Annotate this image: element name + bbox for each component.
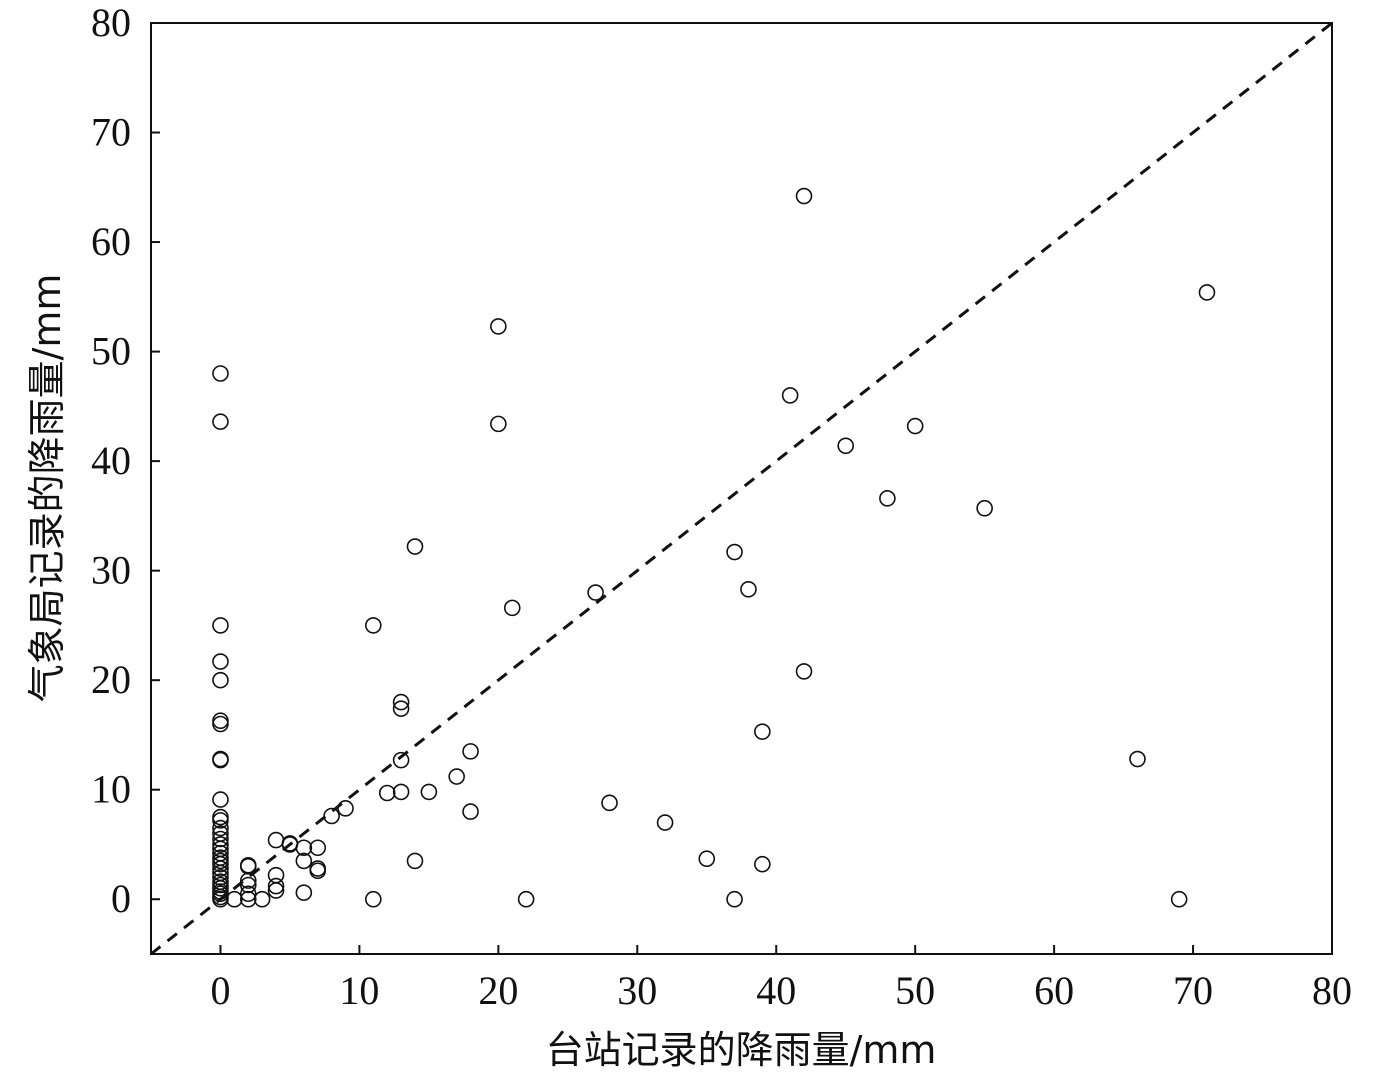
data-point	[365, 890, 382, 908]
y-tick-label: 30	[91, 548, 131, 593]
x-tick-label: 50	[895, 968, 935, 1013]
data-point	[392, 700, 410, 717]
y-tick-label: 50	[91, 329, 131, 374]
data-point	[517, 890, 535, 908]
data-point	[212, 836, 229, 853]
data-point	[239, 885, 257, 903]
data-point	[726, 890, 743, 908]
data-point	[295, 839, 313, 857]
data-point	[490, 318, 507, 335]
data-point	[754, 855, 771, 873]
y-tick-label: 0	[111, 876, 131, 921]
x-axis: 0 10 20 30 40 50 60 70 80	[210, 945, 1352, 1013]
data-point	[656, 814, 674, 831]
y-axis: 0 10 20 30 40 50 60 70 80	[91, 0, 160, 921]
points-layer	[212, 187, 1216, 908]
data-point	[906, 417, 924, 435]
data-point	[726, 543, 743, 561]
data-point	[392, 783, 410, 801]
y-axis-title: 气象局记录的降雨量/mm	[25, 274, 69, 703]
x-tick-label: 0	[210, 968, 230, 1013]
data-point	[212, 715, 229, 733]
x-tick-label: 30	[617, 968, 657, 1013]
reference-line-layer	[150, 21, 1333, 956]
data-point	[295, 852, 313, 870]
data-point	[378, 784, 396, 802]
data-point	[239, 890, 257, 908]
data-point	[212, 671, 229, 689]
data-point	[795, 187, 813, 205]
data-point	[267, 831, 285, 849]
data-point	[503, 599, 521, 617]
data-point	[490, 415, 507, 433]
y-tick-label: 40	[91, 438, 131, 483]
y-tick-label: 60	[91, 219, 131, 264]
data-point	[239, 872, 257, 889]
plot-frame	[150, 22, 1333, 955]
data-point	[212, 855, 229, 873]
data-point	[212, 791, 229, 808]
y-tick-label: 20	[91, 657, 131, 702]
data-point	[212, 712, 229, 730]
data-point	[365, 617, 382, 634]
data-point	[226, 890, 243, 908]
data-point	[253, 890, 271, 908]
data-point	[1198, 284, 1216, 301]
x-tick-label: 70	[1173, 968, 1213, 1013]
data-point	[212, 365, 229, 382]
data-point	[212, 819, 229, 837]
data-point	[781, 387, 799, 404]
data-point	[212, 751, 229, 769]
data-point	[462, 743, 479, 760]
data-point	[212, 860, 229, 877]
x-tick-label: 20	[478, 968, 518, 1013]
data-point	[309, 862, 327, 880]
data-point	[740, 580, 757, 598]
data-point	[295, 884, 313, 901]
x-tick-label: 80	[1312, 968, 1352, 1013]
data-point	[879, 490, 896, 507]
data-point	[212, 653, 229, 670]
data-point	[323, 807, 340, 825]
x-tick-label: 60	[1034, 968, 1074, 1013]
data-point	[267, 877, 285, 895]
data-point	[212, 812, 229, 829]
reference-line	[150, 21, 1333, 956]
y-tick-label: 10	[91, 767, 131, 812]
data-point	[976, 499, 993, 517]
data-point	[420, 783, 438, 801]
data-point	[392, 751, 410, 769]
data-point	[601, 794, 618, 812]
data-point	[837, 437, 855, 455]
x-axis-title: 台站记录的降雨量/mm	[546, 1028, 937, 1072]
data-point	[212, 413, 229, 430]
data-point	[392, 693, 410, 711]
data-point	[337, 800, 354, 817]
data-point	[587, 584, 604, 601]
data-point	[406, 538, 424, 555]
data-point	[795, 663, 813, 680]
data-point	[309, 839, 327, 857]
data-point	[698, 850, 716, 868]
data-point	[1170, 890, 1188, 908]
data-point	[212, 890, 229, 908]
data-point	[462, 803, 479, 820]
data-point	[448, 768, 465, 785]
y-tick-label: 70	[91, 110, 131, 155]
data-point	[267, 882, 285, 899]
data-point	[212, 617, 229, 634]
data-point	[1129, 750, 1146, 768]
x-tick-label: 40	[756, 968, 796, 1013]
x-tick-label: 10	[339, 968, 379, 1013]
data-point	[754, 723, 771, 740]
data-point	[239, 858, 257, 875]
y-tick-label: 80	[91, 0, 131, 45]
data-point	[406, 852, 424, 870]
